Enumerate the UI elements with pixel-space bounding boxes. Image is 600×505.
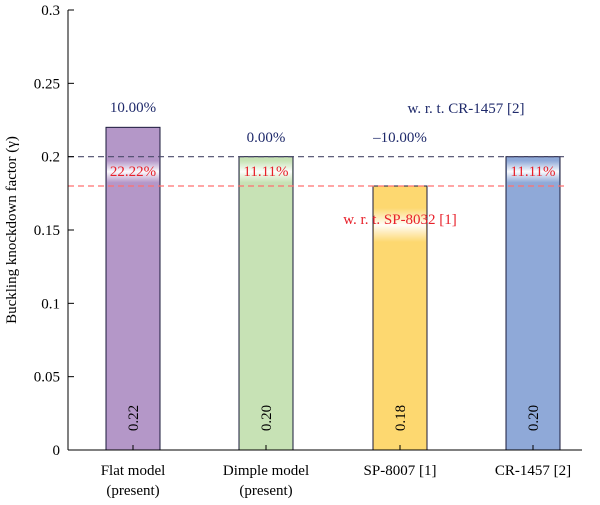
reference-label-cr1457: w. r. t. CR-1457 [2] [408,101,525,117]
data-label: 0.18 [393,405,409,431]
x-tick-label: SP-8007 [1] [364,463,437,479]
y-tick-label: 0.25 [34,76,60,92]
y-axis-title: Buckling knockdown factor (γ) [4,136,20,324]
data-label: 0.20 [259,405,275,431]
x-tick-label: CR-1457 [2] [495,463,571,479]
bar-highlight-2 [240,160,292,183]
diff-sp8032-label: 11.11% [243,164,288,180]
x-tick-label: Dimple model [223,463,309,479]
x-tick-label: Flat model [101,463,166,479]
bar-4 [505,156,561,451]
bar-highlight-1 [107,160,159,183]
reference-label-sp8032: w. r. t. SP-8032 [1] [343,212,457,228]
bar-2 [238,156,294,451]
y-tick-label: 0.15 [34,223,60,239]
y-tick-label: 0.2 [41,150,60,166]
diff-cr1457-label: 0.00% [247,130,286,146]
data-label: 0.22 [126,405,142,431]
diff-sp8032-label: 11.11% [510,164,555,180]
x-tick-label: (present) [106,483,159,499]
y-tick-label: 0.3 [41,3,60,19]
bar-highlight-3 [374,208,426,242]
diff-cr1457-label: 10.00% [110,100,156,116]
x-tick-label: (present) [239,483,292,499]
data-label: 0.20 [526,405,542,431]
diff-cr1457-label: –10.00% [372,130,427,146]
y-tick-label: 0 [53,443,61,459]
diff-sp8032-label: 22.22% [110,164,156,180]
bar-highlight-4 [507,160,559,183]
y-tick-label: 0.1 [41,296,60,312]
y-tick-label: 0.05 [34,370,60,386]
